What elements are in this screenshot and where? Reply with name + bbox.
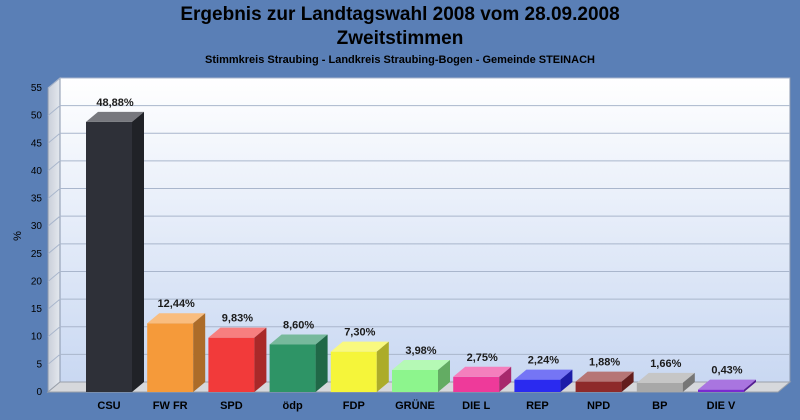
bar-front: [636, 382, 683, 392]
bar-front: [575, 381, 622, 392]
bar: [330, 341, 389, 392]
bar: [86, 111, 144, 393]
bar: [575, 371, 634, 392]
data-label: 2,75%: [467, 352, 498, 364]
bar: [208, 327, 267, 392]
bar-side: [560, 369, 573, 392]
bar-front: [208, 337, 255, 392]
chart-title: Ergebnis zur Landtagswahl 2008 vom 28.09…: [180, 4, 620, 25]
y-tick-label: 35: [31, 194, 43, 205]
gridline: [47, 353, 790, 365]
bar: [453, 366, 512, 392]
gridline: [47, 298, 790, 310]
bar-top: [514, 369, 573, 380]
bar: [269, 334, 328, 392]
y-tick-label: 20: [31, 276, 43, 287]
bar-front: [392, 370, 438, 392]
x-tick-label: BP: [652, 400, 667, 412]
y-tick-label: 25: [31, 249, 43, 260]
bar: [698, 379, 756, 392]
x-tick-label: FW FR: [153, 400, 188, 412]
y-tick-label: 45: [31, 138, 43, 149]
x-tick-label: ödp: [283, 400, 303, 412]
bar-top: [575, 371, 634, 382]
bar-top: [636, 372, 695, 383]
gridline: [47, 243, 790, 255]
bar: [636, 372, 695, 392]
bar-top: [269, 334, 328, 345]
bar-front: [86, 121, 132, 393]
y-tick-label: 30: [31, 221, 43, 232]
x-tick-label: GRÜNE: [395, 399, 435, 412]
chart-caption: Stimmkreis Straubing - Landkreis Straubi…: [205, 54, 595, 66]
bar-front: [147, 323, 194, 392]
bar: [147, 313, 206, 392]
y-tick-label: 10: [31, 332, 43, 343]
bar-side: [499, 366, 512, 392]
bar-front: [330, 351, 377, 392]
bar-side: [315, 334, 328, 392]
gridline: [47, 132, 790, 144]
bar-side: [193, 313, 206, 392]
data-label: 8,60%: [283, 319, 314, 331]
bar-top: [147, 313, 206, 324]
y-tick-label: 50: [31, 111, 43, 122]
bar-side: [254, 327, 267, 392]
data-label: 0,43%: [711, 365, 742, 377]
y-tick-label: 55: [31, 83, 43, 94]
bar-front: [514, 379, 561, 392]
data-label: 3,98%: [405, 345, 436, 357]
x-tick-label: REP: [526, 400, 549, 412]
bar: [514, 369, 573, 392]
y-tick-label: 5: [36, 359, 42, 370]
y-tick-label: 0: [36, 387, 42, 398]
chart-subtitle: Zweitstimmen: [336, 28, 464, 49]
x-tick-label: NPD: [587, 400, 610, 412]
x-tick-label: CSU: [97, 400, 120, 412]
data-label: 1,88%: [589, 357, 620, 369]
data-label: 12,44%: [158, 298, 196, 310]
bar-top: [330, 341, 389, 352]
bar-front: [453, 376, 500, 392]
bar-front: [698, 389, 744, 392]
data-label: 48,88%: [96, 97, 134, 109]
data-label: 2,24%: [528, 355, 559, 367]
y-axis-title: %: [12, 231, 24, 241]
gridline: [47, 188, 790, 199]
gridline: [47, 160, 790, 172]
bar-side: [376, 341, 389, 392]
x-tick-label: DIE L: [462, 400, 490, 412]
bar-side: [132, 111, 144, 393]
gridline: [47, 77, 790, 89]
bar-front: [269, 344, 316, 392]
bar-top: [453, 366, 512, 377]
bar-side: [744, 379, 756, 392]
bar: [392, 360, 450, 392]
gridline: [47, 270, 790, 282]
y-tick-label: 40: [31, 166, 43, 177]
bar-top: [86, 111, 144, 122]
bar-side: [438, 360, 450, 392]
x-tick-label: DIE V: [707, 400, 736, 412]
bar-side: [621, 371, 634, 392]
bar-side: [682, 372, 695, 392]
bar-top: [698, 379, 756, 390]
bar-top: [208, 327, 267, 338]
plot-side-wall: [47, 76, 61, 394]
data-label: 7,30%: [344, 327, 375, 339]
gridline: [47, 215, 790, 227]
gridline: [47, 105, 790, 117]
x-tick-label: FDP: [343, 400, 365, 412]
bar-top: [392, 360, 450, 371]
y-tick-label: 15: [31, 304, 43, 315]
gridline: [47, 326, 790, 338]
data-label: 9,83%: [222, 313, 253, 325]
x-tick-label: SPD: [220, 400, 243, 412]
data-label: 1,66%: [650, 358, 681, 370]
